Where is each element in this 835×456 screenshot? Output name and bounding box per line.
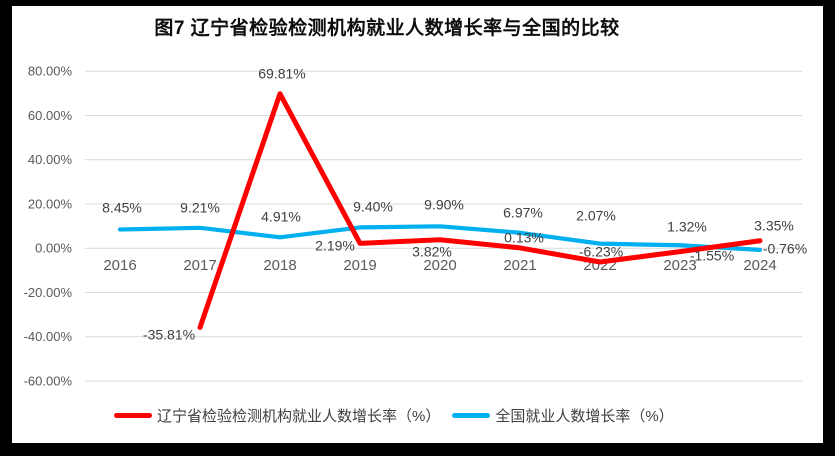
- svg-text:6.97%: 6.97%: [503, 205, 543, 221]
- svg-text:4.91%: 4.91%: [261, 209, 301, 225]
- svg-text:3.82%: 3.82%: [412, 244, 452, 260]
- svg-text:9.21%: 9.21%: [180, 200, 220, 216]
- svg-text:40.00%: 40.00%: [28, 152, 73, 167]
- legend-item-liaoning: 辽宁省检验检测机构就业人数增长率（%）: [114, 405, 440, 426]
- chart-page: 图7 辽宁省检验检测机构就业人数增长率与全国的比较 80.00% 60.00% 40…: [12, 6, 823, 443]
- svg-text:80.00%: 80.00%: [28, 64, 73, 79]
- svg-text:0.00%: 0.00%: [35, 241, 72, 256]
- svg-text:9.90%: 9.90%: [424, 197, 464, 213]
- chart-legend: 辽宁省检验检测机构就业人数增长率（%） 全国就业人数增长率（%）: [114, 403, 674, 427]
- chart-title: 图7 辽宁省检验检测机构就业人数增长率与全国的比较: [154, 18, 620, 39]
- gridlines: [85, 70, 802, 382]
- legend-label-liaoning: 辽宁省检验检测机构就业人数增长率（%）: [157, 407, 441, 425]
- data-labels: -35.81% 69.81% 2.19% 3.82% 0.13% -6.23% -1.55%…: [102, 66, 807, 343]
- line-chart: 80.00% 60.00% 40.00% 20.00% 0.00% -20.00% -40.…: [24, 64, 808, 389]
- svg-text:-0.76%: -0.76%: [763, 241, 807, 257]
- x-axis-labels: 2016 2017 2018 2019 2020 2021 2022 2023 2024: [103, 257, 776, 274]
- legend-line-blue-icon: [452, 412, 491, 418]
- svg-text:2021: 2021: [503, 257, 536, 274]
- svg-text:20.00%: 20.00%: [28, 196, 73, 211]
- svg-text:60.00%: 60.00%: [28, 108, 73, 123]
- legend-line-red-icon: [114, 412, 152, 418]
- svg-text:-6.23%: -6.23%: [579, 244, 623, 260]
- svg-text:2.07%: 2.07%: [576, 208, 616, 224]
- svg-text:-1.55%: -1.55%: [690, 248, 734, 264]
- series-liaoning-line: [197, 91, 763, 330]
- svg-text:2020: 2020: [423, 257, 456, 274]
- svg-text:-20.00%: -20.00%: [24, 285, 73, 300]
- svg-text:2023: 2023: [663, 257, 696, 274]
- svg-text:2024: 2024: [743, 257, 776, 274]
- legend-label-national: 全国就业人数增长率（%）: [495, 407, 674, 425]
- svg-text:-60.00%: -60.00%: [24, 373, 73, 388]
- svg-text:8.45%: 8.45%: [102, 200, 142, 216]
- svg-text:-40.00%: -40.00%: [24, 329, 73, 344]
- series-national-line: [117, 224, 763, 252]
- svg-text:2017: 2017: [183, 257, 216, 274]
- svg-text:1.32%: 1.32%: [667, 219, 707, 235]
- svg-text:2019: 2019: [343, 257, 376, 274]
- legend-item-national: 全国就业人数增长率（%）: [452, 405, 674, 426]
- svg-text:0.13%: 0.13%: [504, 230, 544, 246]
- svg-text:2018: 2018: [263, 257, 296, 274]
- svg-text:-35.81%: -35.81%: [143, 327, 195, 343]
- svg-text:69.81%: 69.81%: [258, 66, 305, 82]
- svg-text:9.40%: 9.40%: [353, 199, 393, 215]
- svg-text:2016: 2016: [103, 257, 136, 274]
- svg-text:2.19%: 2.19%: [315, 238, 355, 254]
- svg-text:3.35%: 3.35%: [754, 218, 794, 234]
- y-axis-labels: 80.00% 60.00% 40.00% 20.00% 0.00% -20.00% -40.…: [24, 64, 73, 389]
